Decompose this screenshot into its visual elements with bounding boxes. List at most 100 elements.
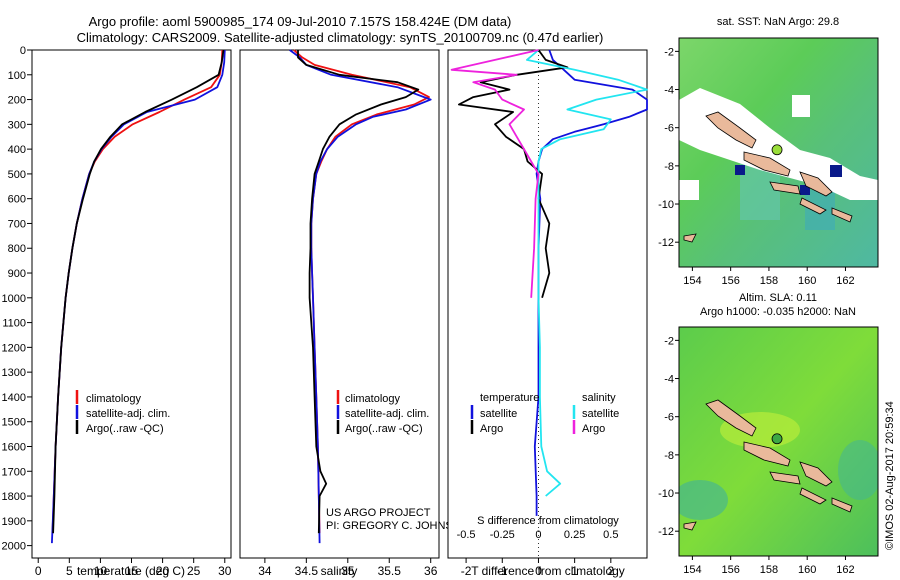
longitude-tick-label: 158: [760, 275, 778, 287]
y-tick-label: 800: [8, 243, 26, 255]
project-label: US ARGO PROJECT: [326, 507, 431, 519]
sla-map-panel: Altim. SLA: 0.11 Argo h1000: -0.035 h200…: [658, 292, 879, 576]
y-tick-label: 400: [8, 144, 26, 156]
temperature-panel: 0 5 10 15 20 25 30 0 100 200 300 400 500 600 700 800 90…: [2, 45, 232, 578]
latitude-tick-label: -8: [664, 161, 674, 173]
sla-latitude-axis: -2 -4 -6 -8 -10 -12: [658, 335, 679, 538]
depth-axis: 0 100 200 300 400 500 600 700 800 900 1000 1100 1200…: [2, 45, 32, 553]
legend-title-salinity: salinity: [582, 392, 616, 404]
legend-label-temp-argo: Argo: [480, 423, 503, 435]
y-tick-label: 1100: [2, 318, 26, 330]
y-tick-label: 200: [8, 95, 26, 107]
series-line-salinity-satellite: [526, 49, 648, 497]
y-tick-label: 2000: [2, 541, 26, 553]
sla-low-patch: [679, 480, 728, 520]
y-tick-label: 1500: [2, 417, 26, 429]
y-tick-label: 1700: [2, 466, 26, 478]
salinity-plot-frame: [239, 49, 440, 559]
legend-label-satellite: satellite-adj. clim.: [86, 408, 170, 420]
x-tick-label: 10: [94, 564, 108, 578]
island-makira: [799, 487, 827, 505]
island-makira: [799, 197, 827, 215]
salinity-xlabel: salinity: [321, 564, 358, 578]
y-tick-label: 1900: [2, 516, 26, 528]
x-tick-label: 35.5: [378, 564, 402, 578]
salinity-legend: climatology satellite-adj. clim. Argo(..…: [336, 390, 429, 435]
longitude-tick-label: 160: [798, 275, 816, 287]
sst-map-title: sat. SST: NaN Argo: 29.8: [717, 16, 839, 28]
sla-map-title: Altim. SLA: 0.11: [739, 292, 817, 304]
figure-title-line1: Argo profile: aoml 5900985_174 09-Jul-20…: [89, 14, 512, 29]
x-tick-label: 5: [66, 564, 73, 578]
s-tick-label: -0.5: [457, 529, 476, 541]
island-guadalcanal: [769, 181, 801, 195]
y-tick-label: 100: [8, 70, 26, 82]
profile-location-marker: [771, 433, 783, 445]
longitude-tick-label: 154: [683, 564, 701, 576]
sst-map-frame: [678, 37, 879, 268]
temperature-x-axis: 0 5 10 15 20 25 30: [35, 558, 232, 578]
x-tick-label: 15: [125, 564, 139, 578]
sst-longitude-axis: 154 156 158 160 162: [683, 267, 855, 287]
series-line-salinity-argo: [450, 49, 540, 298]
longitude-tick-label: 162: [836, 564, 854, 576]
sst-cold-pixel: [830, 165, 842, 177]
island-malaita: [799, 171, 833, 197]
latitude-tick-label: -12: [658, 237, 674, 249]
island-guadalcanal: [769, 471, 801, 485]
figure-title-line2: Climatology: CARS2009. Satellite-adjuste…: [77, 30, 604, 45]
island-small: [683, 521, 697, 531]
sst-no-data-patch: [679, 180, 699, 200]
longitude-tick-label: 154: [683, 275, 701, 287]
difference-legend: temperature satellite Argo salinity sate…: [470, 392, 619, 435]
y-tick-label: 600: [8, 194, 26, 206]
x-tick-label: 34: [258, 564, 272, 578]
x-tick-label: 0: [535, 564, 542, 578]
latitude-tick-label: -8: [664, 450, 674, 462]
legend-label-sal-satellite: satellite: [582, 408, 619, 420]
sst-no-data-patch: [792, 95, 810, 117]
latitude-tick-label: -2: [664, 335, 674, 347]
island-santa-isabel: [743, 441, 791, 467]
x-tick-label: 0: [35, 564, 42, 578]
legend-label-climatology: climatology: [86, 393, 142, 405]
latitude-tick-label: -4: [664, 374, 674, 386]
sst-cold-pixel: [800, 185, 810, 195]
y-tick-label: 1600: [2, 441, 26, 453]
latitude-tick-label: -2: [664, 46, 674, 58]
latitude-tick-label: -10: [658, 488, 674, 500]
legend-label-temp-satellite: satellite: [480, 408, 517, 420]
series-line-argo-raw-qc: [297, 50, 420, 534]
longitude-tick-label: 162: [836, 275, 854, 287]
difference-x-axis: -2 -1 0 1 2: [461, 558, 614, 578]
longitude-tick-label: 156: [721, 275, 739, 287]
sst-cold-pixel: [735, 165, 745, 175]
sla-low-patch: [838, 440, 878, 500]
y-tick-label: 0: [20, 45, 26, 57]
y-tick-label: 1200: [2, 342, 26, 354]
pi-label: PI: GREGORY C. JOHNSON: [326, 520, 469, 532]
salinity-x-axis: 34 34.5 35 35.5 36: [258, 558, 438, 578]
latitude-tick-label: -6: [664, 123, 674, 135]
s-tick-label: 0: [535, 529, 541, 541]
difference-panel: -2 -1 0 1 2 -0.5 -0.25 0 0.25 0.5 S difference f…: [447, 49, 648, 578]
legend-title-temperature: temperature: [480, 392, 539, 404]
x-tick-label: 25: [187, 564, 201, 578]
legend-label-satellite: satellite-adj. clim.: [345, 408, 429, 420]
y-tick-label: 500: [8, 169, 26, 181]
salinity-difference-axis: -0.5 -0.25 0 0.25 0.5: [457, 529, 619, 541]
x-tick-label: 30: [218, 564, 232, 578]
salinity-series: [289, 49, 432, 544]
y-tick-label: 300: [8, 119, 26, 131]
sst-latitude-axis: -2 -4 -6 -8 -10 -12: [658, 46, 679, 249]
sst-no-data-band: [679, 88, 878, 200]
y-tick-label: 1800: [2, 491, 26, 503]
x-tick-label: -2: [461, 564, 472, 578]
y-tick-label: 700: [8, 218, 26, 230]
sla-longitude-axis: 154 156 158 160 162: [683, 556, 855, 576]
longitude-tick-label: 158: [760, 564, 778, 576]
salinity-panel: 34 34.5 35 35.5 36 salinity climatology sate…: [239, 49, 469, 578]
island-choiseul: [705, 399, 757, 437]
difference-series: [450, 49, 648, 516]
